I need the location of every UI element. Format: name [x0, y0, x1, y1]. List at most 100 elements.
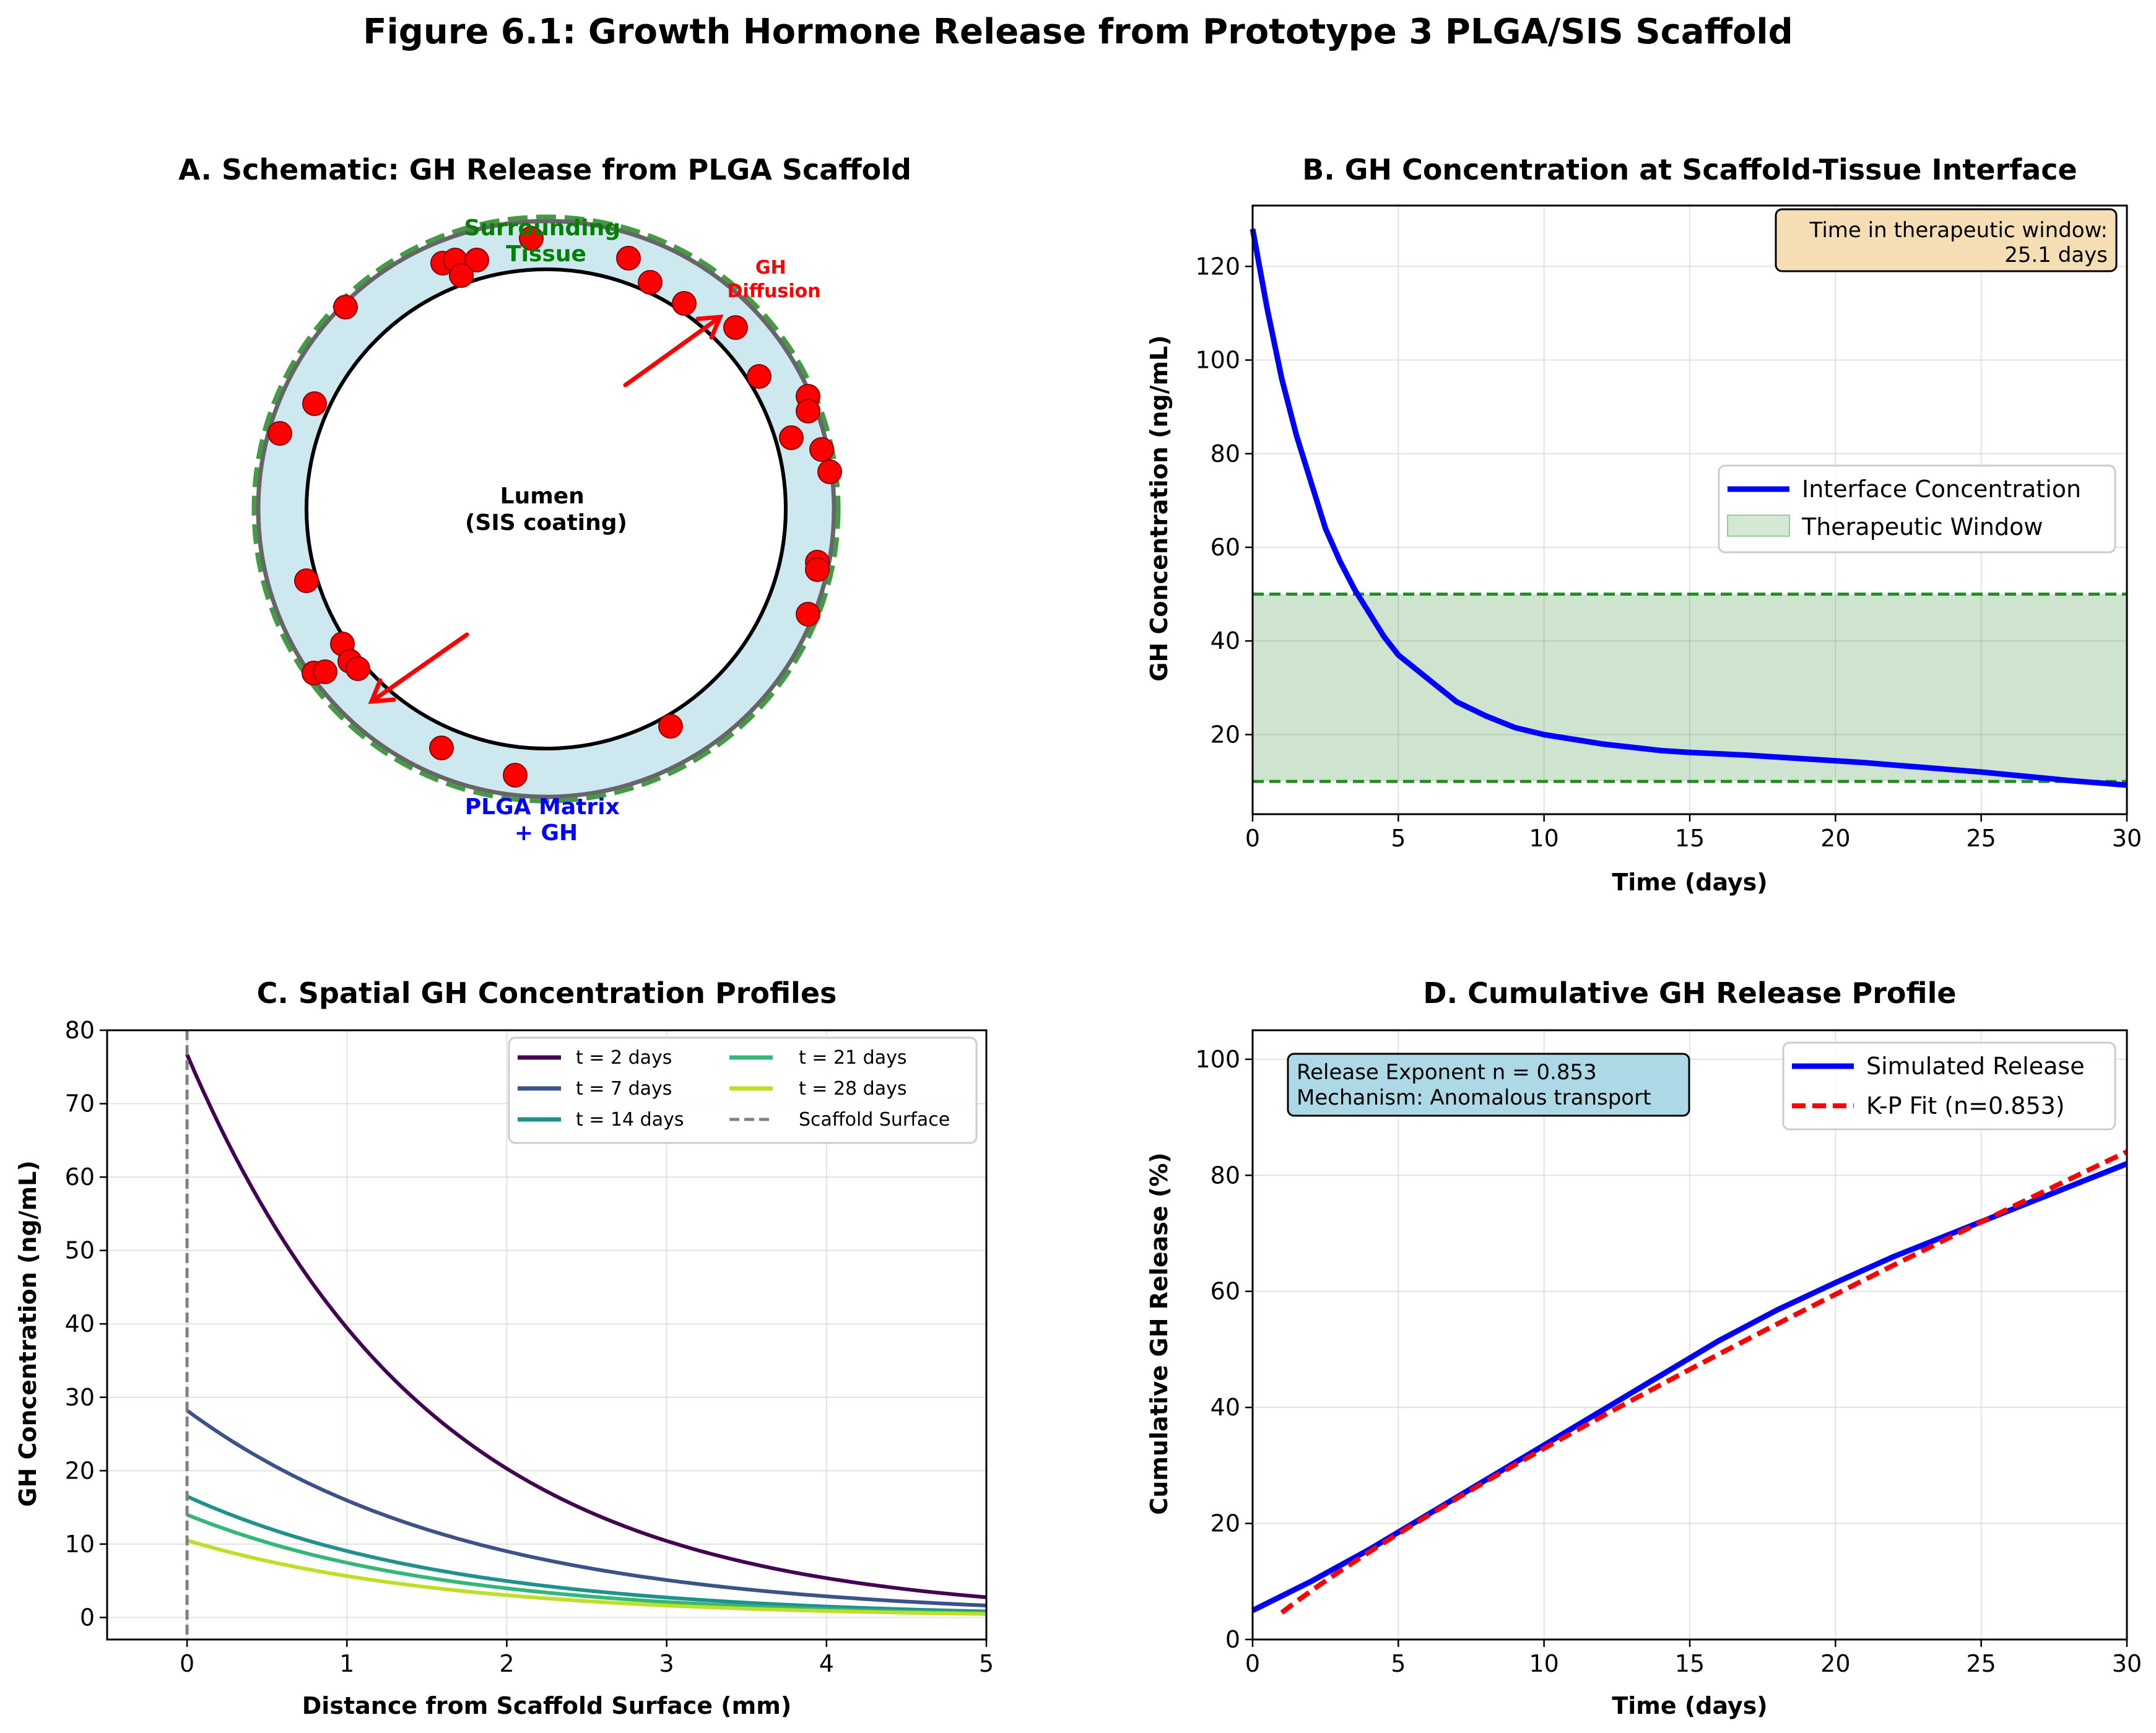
- tissue-boundary: [251, 214, 841, 804]
- matrix-label: PLGA Matrix + GH: [465, 794, 627, 846]
- gh-particle: [519, 226, 544, 251]
- panel-c: C. Spatial GH Concentration Profiles 0 1 2…: [14, 976, 994, 1719]
- figure-title: Figure 6.1: Growth Hormone Release from …: [363, 12, 1793, 52]
- chart-c-ytick-label: 30: [65, 1384, 95, 1411]
- gh-particle: [638, 270, 663, 295]
- chart-d-xtick-label: 0: [1245, 1650, 1260, 1677]
- chart-b-ytick-label: 120: [1195, 253, 1240, 280]
- chart-c-legend-t7: t = 7 days: [576, 1078, 672, 1100]
- chart-b-xtick-label: 10: [1529, 825, 1558, 852]
- gh-particle: [313, 659, 337, 684]
- chart-b-series-interface: [1250, 228, 2128, 788]
- gh-particle: [449, 263, 474, 288]
- chart-b-ytick-label: 40: [1211, 627, 1240, 654]
- chart-b-info-line2: 25.1 days: [2004, 243, 2108, 267]
- panel-c-title: C. Spatial GH Concentration Profiles: [257, 976, 837, 1010]
- chart-c-xtick-label: 0: [180, 1650, 194, 1677]
- chart-c-xtick-label: 5: [979, 1650, 994, 1677]
- diffusion-arrow-outward: [623, 315, 724, 388]
- chart-d-info-line2: Mechanism: Anomalous transport: [1297, 1085, 1651, 1110]
- gh-particle: [796, 399, 820, 423]
- chart-b-legend-interface: Interface Concentration: [1802, 476, 2081, 503]
- chart-b-ytick-label: 60: [1211, 534, 1240, 561]
- chart-d-info-box: Release Exponent n = 0.853 Mechanism: An…: [1287, 1053, 1690, 1117]
- gh-particle: [779, 425, 804, 450]
- chart-b-xtick-label: 5: [1391, 825, 1406, 852]
- chart-b-xtick-label: 15: [1675, 825, 1705, 852]
- chart-c-ytick-label: 60: [65, 1163, 95, 1191]
- gh-particle: [294, 568, 319, 593]
- chart-b-xtick-label: 25: [1966, 825, 1996, 852]
- chart-d-xtick-label: 25: [1966, 1650, 1996, 1677]
- chart-d-xtick-label: 15: [1675, 1650, 1705, 1677]
- chart-d-legend-kp: K-P Fit (n=0.853): [1866, 1092, 2065, 1119]
- chart-c-series-4: [186, 1539, 987, 1616]
- gh-particle: [267, 421, 292, 446]
- chart-d-xtick-label: 10: [1529, 1650, 1558, 1677]
- chart-c-legend-surface: Scaffold Surface: [799, 1109, 950, 1131]
- chart-c-xtick-label: 1: [339, 1650, 354, 1677]
- chart-d-ylabel: Cumulative GH Release (%): [1145, 1152, 1173, 1514]
- chart-c-legend-t2: t = 2 days: [576, 1047, 672, 1069]
- chart-c-xtick-label: 3: [659, 1650, 674, 1677]
- gh-particle: [333, 295, 358, 319]
- gh-particle: [805, 557, 830, 582]
- chart-d-legend: Simulated Release K-P Fit (n=0.853): [1782, 1041, 2116, 1131]
- chart-b-xlabel: Time (days): [1612, 869, 1767, 896]
- panel-a-title: A. Schematic: GH Release from PLGA Scaff…: [178, 153, 911, 186]
- chart-d-xtick-label: 5: [1391, 1650, 1406, 1677]
- chart-c-legend-t21: t = 21 days: [799, 1047, 907, 1069]
- gh-particle: [429, 736, 454, 760]
- chart-d-xtick-label: 30: [2112, 1650, 2142, 1677]
- chart-d-ytick-label: 100: [1195, 1046, 1240, 1073]
- chart-c-legend-t14: t = 14 days: [576, 1109, 684, 1131]
- panel-d: D. Cumulative GH Release Profile 0 5 10 15 2…: [1145, 976, 2142, 1719]
- chart-d-ytick-label: 60: [1211, 1278, 1240, 1305]
- gh-particle: [672, 291, 697, 316]
- gh-particles: [267, 226, 842, 788]
- chart-c-ytick-label: 20: [65, 1457, 95, 1484]
- chart-c-ytick-label: 10: [65, 1531, 95, 1558]
- chart-c-frame: [106, 1029, 988, 1641]
- chart-d-frame: [1251, 1029, 2128, 1641]
- chart-b-xtick-label: 20: [1820, 825, 1850, 852]
- tissue-label: Surrounding Tissue: [464, 215, 628, 267]
- chart-b-legend: Interface Concentration Therapeutic Wind…: [1718, 464, 2116, 554]
- chart-d-ytick-label: 40: [1211, 1394, 1240, 1421]
- gh-particle: [809, 437, 834, 462]
- chart-b-ytick-label: 80: [1211, 440, 1240, 467]
- gh-particle: [723, 315, 748, 340]
- chart-c-ytick-label: 70: [65, 1090, 95, 1118]
- chart-d-info-line1: Release Exponent n = 0.853: [1297, 1060, 1597, 1085]
- chart-b-ytick-label: 20: [1211, 721, 1240, 748]
- chart-d-legend-simulated: Simulated Release: [1866, 1053, 2085, 1080]
- panel-b: B. GH Concentration at Scaffold-Tissue I…: [1145, 153, 2142, 896]
- gh-particle: [503, 763, 528, 788]
- gh-particle: [817, 459, 842, 484]
- diffusion-arrow-inward: [368, 632, 469, 704]
- gh-particle: [616, 246, 641, 271]
- chart-b-plot: 0 5 10 15 20 25 30 20 40 60 80 100 120: [1195, 204, 2142, 852]
- chart-c-xlabel: Distance from Scaffold Surface (mm): [302, 1692, 791, 1719]
- chart-b-legend-window: Therapeutic Window: [1801, 513, 2043, 541]
- chart-d-series-kp-fit: [1280, 1149, 2128, 1615]
- chart-b-xtick-label: 30: [2112, 825, 2142, 852]
- chart-b-xtick-label: 0: [1245, 825, 1260, 852]
- panel-a: A. Schematic: GH Release from PLGA Scaff…: [178, 153, 911, 846]
- gh-particle: [658, 714, 683, 739]
- chart-c-xtick-label: 4: [819, 1650, 834, 1677]
- chart-d-ytick-label: 80: [1211, 1162, 1240, 1189]
- lumen: [305, 267, 788, 750]
- chart-c-ylabel: GH Concentration (ng/mL): [14, 1160, 41, 1506]
- chart-b-info-line1: Time in therapeutic window:: [1809, 218, 2108, 243]
- chart-c-series-0: [185, 1053, 987, 1599]
- chart-c-ytick-label: 80: [65, 1017, 95, 1044]
- chart-c-series-2: [186, 1495, 987, 1614]
- chart-d-xtick-label: 20: [1820, 1650, 1850, 1677]
- panel-b-title: B. GH Concentration at Scaffold-Tissue I…: [1302, 153, 2077, 186]
- lumen-label: Lumen (SIS coating): [465, 484, 627, 536]
- chart-c-legend: t = 2 days t = 7 days t = 14 days t = 21…: [508, 1036, 978, 1144]
- chart-b-info-box: Time in therapeutic window: 25.1 days: [1775, 208, 2118, 272]
